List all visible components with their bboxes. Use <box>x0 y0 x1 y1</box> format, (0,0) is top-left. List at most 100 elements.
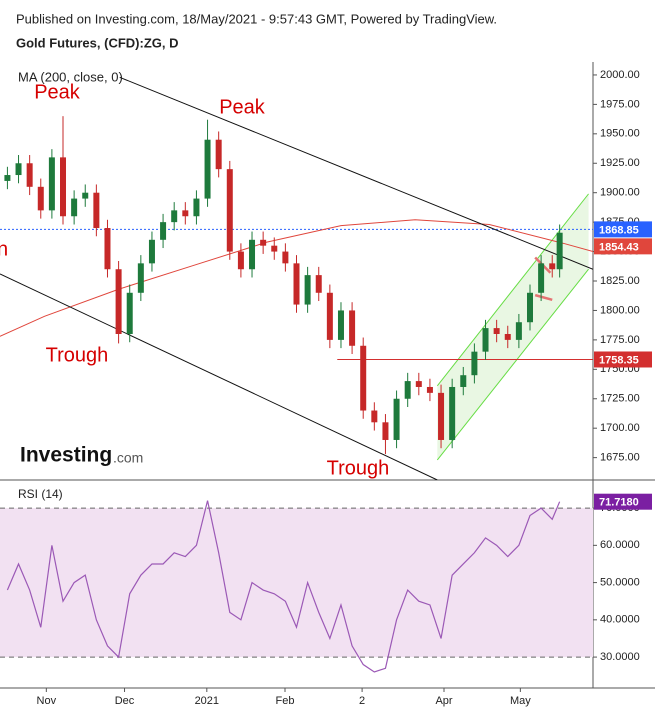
candle-body <box>160 222 167 240</box>
ma-legend: MA (200, close, 0) <box>18 69 123 84</box>
rsi-band <box>0 508 593 658</box>
y-tick-label: 1675.00 <box>600 452 640 464</box>
price-label: 1854.43 <box>599 241 639 253</box>
candle-body <box>237 251 244 270</box>
logo-suffix: .com <box>113 450 143 466</box>
candle-body <box>93 192 100 229</box>
y-tick-label: 1700.00 <box>600 422 640 434</box>
candle-body <box>549 263 556 270</box>
candle-body <box>171 210 178 223</box>
y-tick-label: 2000.00 <box>600 69 640 81</box>
price-label: 1868.85 <box>599 224 639 236</box>
chart-title: Gold Futures, (CFD):ZG, D <box>16 35 178 50</box>
candle-body <box>449 386 456 440</box>
y-tick-label: 50.0000 <box>600 576 640 588</box>
price-label-box <box>594 238 652 255</box>
x-tick-label: Apr <box>435 695 452 707</box>
candle-body <box>82 192 89 199</box>
x-tick-label: May <box>510 695 531 707</box>
candle-body <box>15 163 22 176</box>
candle-body <box>404 381 411 399</box>
candle-body <box>315 275 322 293</box>
x-tick-label: Nov <box>37 695 57 707</box>
x-tick-label: Feb <box>276 695 295 707</box>
candle-body <box>271 245 278 252</box>
y-tick-label: 40.0000 <box>600 614 640 626</box>
candle-body <box>556 232 563 270</box>
candle-body <box>182 210 189 217</box>
candle-body <box>371 410 378 423</box>
annotation: n <box>0 238 8 260</box>
candle-body <box>204 139 211 199</box>
y-tick-label: 60.0000 <box>600 539 640 551</box>
price-label-box <box>594 351 652 368</box>
candle-body <box>293 263 300 305</box>
candle-body <box>126 292 133 334</box>
candle-body <box>60 157 67 217</box>
candle-body <box>360 345 367 411</box>
price-label: 1758.35 <box>599 354 639 366</box>
y-tick-label: 1800.00 <box>600 304 640 316</box>
y-tick-label: 1925.00 <box>600 157 640 169</box>
rsi-line <box>6 500 561 673</box>
channel-line <box>436 268 589 461</box>
candle-body <box>26 163 33 187</box>
candle-body <box>393 398 400 440</box>
candle-body <box>215 139 222 170</box>
candle-body <box>104 228 111 270</box>
candle-body <box>137 263 144 293</box>
trendline <box>534 293 553 302</box>
candle-body <box>460 375 467 387</box>
ma-line <box>0 219 593 337</box>
candle-body <box>349 310 356 346</box>
annotation: Trough <box>46 344 109 366</box>
candle-body <box>115 269 122 334</box>
candle-body <box>471 351 478 376</box>
annotation: Peak <box>219 96 266 118</box>
candle-body <box>538 263 545 293</box>
source: Published on Investing.com, 18/May/2021 … <box>16 11 497 26</box>
logo-brand: Investing <box>20 444 112 467</box>
y-tick-label: 1975.00 <box>600 98 640 110</box>
candle-body <box>504 333 511 340</box>
annotation: Trough <box>327 457 390 479</box>
candle-body <box>438 392 445 440</box>
y-tick-label: 1775.00 <box>600 334 640 346</box>
price-plot <box>0 76 593 480</box>
candle-body <box>326 292 333 340</box>
candle-body <box>37 186 44 211</box>
rsi-value-label: 71.7180 <box>599 497 639 509</box>
channel-line <box>436 193 589 387</box>
x-tick-label: 2021 <box>195 695 219 707</box>
candle-body <box>148 239 155 264</box>
candle-body <box>415 381 422 387</box>
candle-body <box>4 175 11 181</box>
y-tick-label: 1950.00 <box>600 128 640 140</box>
candle-body <box>526 292 533 323</box>
candle-body <box>249 239 256 270</box>
candle-body <box>282 251 289 264</box>
candle-body <box>193 198 200 217</box>
x-tick-label: 2 <box>359 695 365 707</box>
candle-body <box>71 198 78 217</box>
trendline <box>119 76 593 270</box>
channel-fill <box>437 193 589 460</box>
candle-body <box>493 328 500 334</box>
y-tick-label: 1825.00 <box>600 275 640 287</box>
candle-body <box>260 239 267 246</box>
y-tick-label: 1725.00 <box>600 393 640 405</box>
rsi-value-box <box>594 493 652 510</box>
x-tick-label: Dec <box>115 695 135 707</box>
candle-body <box>48 157 55 211</box>
y-tick-label: 1900.00 <box>600 187 640 199</box>
candle-body <box>304 275 311 305</box>
price-label-box <box>594 221 652 238</box>
trendline <box>0 273 438 480</box>
candle-body <box>515 322 522 340</box>
candle-body <box>337 310 344 340</box>
rsi-legend: RSI (14) <box>18 487 63 501</box>
candle-body <box>226 169 233 252</box>
annotation: Peak <box>34 81 81 103</box>
